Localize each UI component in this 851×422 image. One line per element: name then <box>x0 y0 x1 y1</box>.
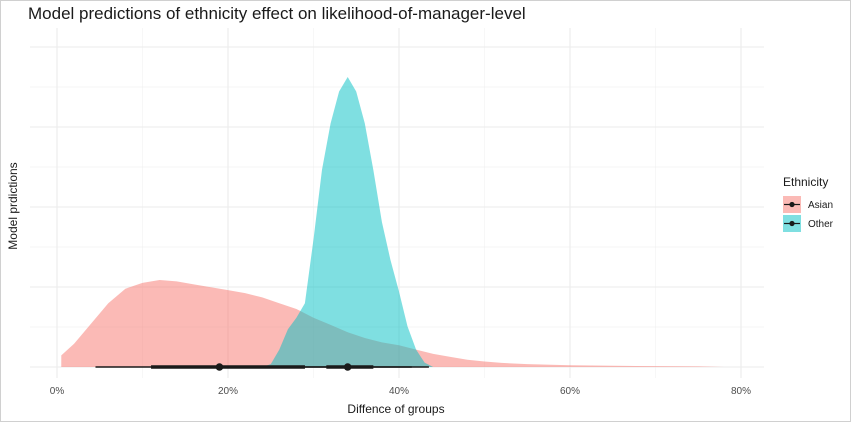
x-axis-label: Diffence of groups <box>347 402 444 416</box>
x-tick-label: 60% <box>560 386 580 397</box>
legend-point-asian <box>789 201 795 208</box>
density-area-asian <box>61 280 724 367</box>
x-tick-label: 0% <box>50 386 65 397</box>
x-axis-ticks: 0% 20% 40% 60% 80% <box>50 386 751 397</box>
interval-bars <box>95 363 429 371</box>
x-tick-label: 20% <box>218 386 238 397</box>
x-tick-label: 40% <box>389 386 409 397</box>
legend-point-other <box>789 220 795 227</box>
legend-label-other: Other <box>808 219 834 230</box>
median-point-asian <box>215 363 224 371</box>
median-point-other <box>343 363 352 371</box>
density-area-other <box>262 77 434 367</box>
legend-label-asian: Asian <box>808 200 833 211</box>
chart-title: Model predictions of ethnicity effect on… <box>28 4 526 23</box>
density-areas <box>61 77 724 367</box>
legend-title: Ethnicity <box>783 175 828 189</box>
legend: Ethnicity Asian Other <box>783 175 834 232</box>
y-axis-label: Model prdictions <box>6 162 20 249</box>
x-tick-label: 80% <box>731 386 751 397</box>
